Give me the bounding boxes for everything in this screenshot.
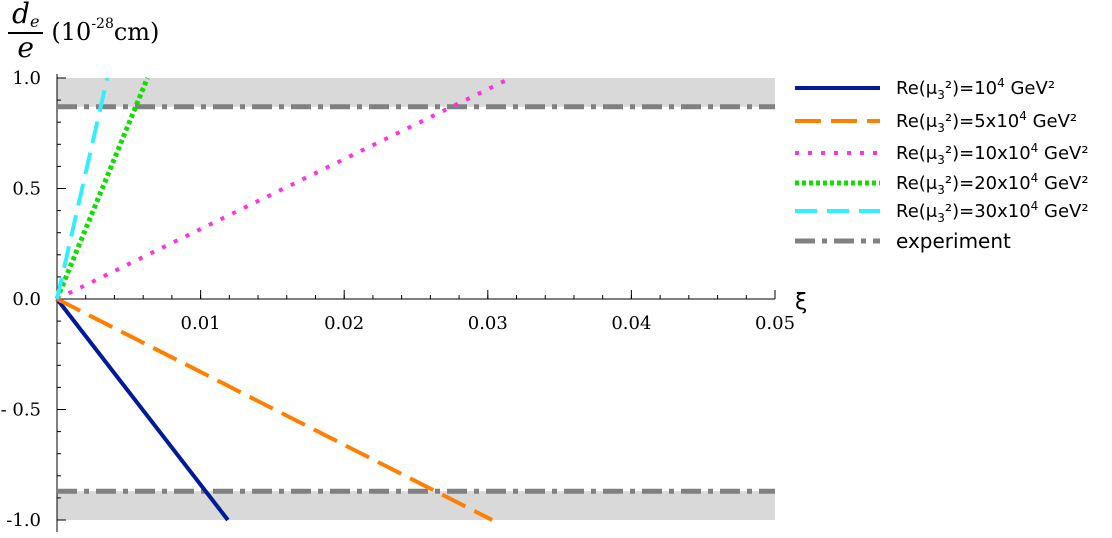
legend-label-experiment: experiment: [896, 229, 1011, 253]
y-tick-label: -1.0: [6, 510, 41, 531]
series-line-3: [56, 76, 512, 301]
legend-label-4: Re(μ3²)=20x104 GeV²: [896, 171, 1089, 197]
legend: Re(μ3²)=104 GeV² Re(μ3²)=5x104 GeV² Re(μ3²…: [795, 76, 1089, 253]
x-tick-label: 0.02: [324, 313, 364, 334]
y-axis-label: de e (10-28cm): [8, 0, 160, 64]
axes: 1.0 0.5 0.0 - 0.5 -1.0 0.01 0.02 0.03 0.04 0.05ξ: [1, 68, 807, 532]
y-label-numerator: de: [12, 0, 40, 31]
x-axis-label: ξ: [795, 290, 807, 315]
y-tick-label: 0.0: [12, 289, 41, 310]
y-tick-label: 0.5: [12, 179, 41, 200]
y-label-fraction: de e: [8, 0, 44, 64]
legend-label-2: Re(μ3²)=5x104 GeV²: [896, 109, 1077, 135]
x-tick-label: 0.04: [611, 313, 651, 334]
experiment-bands: [57, 78, 775, 520]
series-line-4: [54, 77, 150, 300]
experiment-band-upper: [57, 78, 775, 107]
x-tick-label: 0.01: [181, 313, 221, 334]
x-tick-label: 0.05: [755, 313, 795, 334]
y-label-unit: (10-28cm): [51, 16, 160, 46]
legend-label-1: Re(μ3²)=104 GeV²: [896, 76, 1055, 102]
legend-label-5: Re(μ3²)=30x104 GeV²: [896, 199, 1089, 225]
fraction-bar: [8, 32, 44, 34]
series-line-1: [55, 297, 230, 522]
y-tick-label: 1.0: [12, 68, 41, 89]
series-lines: [54, 76, 512, 522]
experiment-band-lower: [57, 491, 775, 520]
series-line-2: [56, 297, 494, 522]
series-line-5: [55, 77, 110, 300]
x-tick-label: 0.03: [468, 313, 508, 334]
y-label-denominator: e: [17, 31, 34, 64]
y-tick-label: - 0.5: [1, 400, 41, 421]
legend-label-3: Re(μ3²)=10x104 GeV²: [896, 141, 1089, 167]
